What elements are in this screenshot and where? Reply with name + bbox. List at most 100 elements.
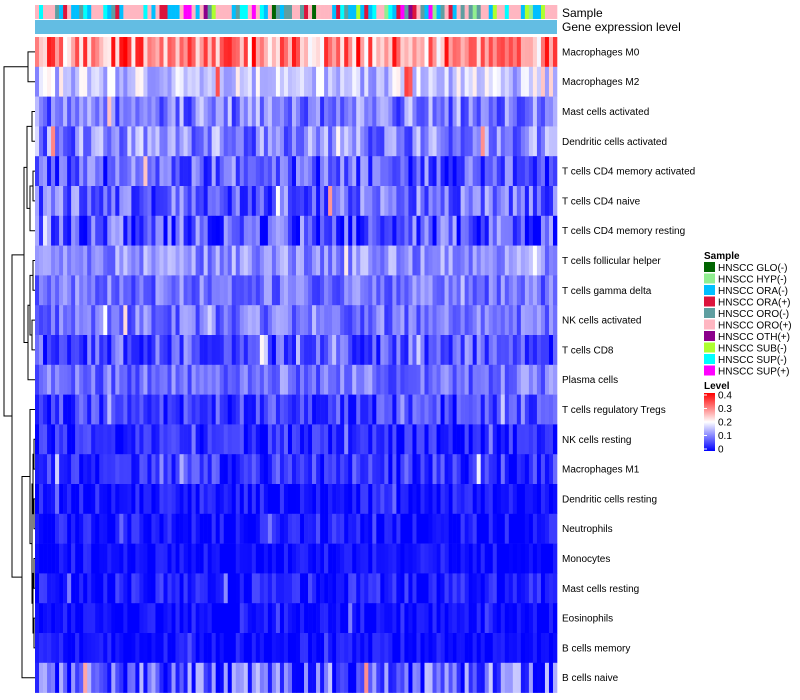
heatmap-cell xyxy=(388,305,393,336)
heatmap-cell xyxy=(432,215,437,246)
heatmap-cell xyxy=(512,633,518,664)
heatmap-cell xyxy=(432,37,437,68)
heatmap-cell xyxy=(496,603,502,634)
heatmap-cell xyxy=(215,454,221,485)
sample-annotation-cell xyxy=(464,5,469,19)
heatmap-cell xyxy=(456,305,461,336)
heatmap-cell xyxy=(332,633,337,664)
heatmap-cell xyxy=(348,186,353,217)
heatmap-cell xyxy=(416,513,421,544)
heatmap-cell xyxy=(39,335,44,366)
heatmap-cell xyxy=(239,454,245,485)
heatmap-cell xyxy=(348,335,353,366)
heatmap-cell xyxy=(235,454,241,485)
heatmap-cell xyxy=(159,484,164,515)
heatmap-cell xyxy=(376,543,381,574)
heatmap-cell xyxy=(147,603,152,634)
heatmap-cell xyxy=(159,394,164,425)
heatmap-cell xyxy=(296,424,301,455)
heatmap-cell xyxy=(432,424,437,455)
heatmap-cell xyxy=(316,96,321,127)
heatmap-cell xyxy=(119,215,124,246)
heatmap-cell xyxy=(460,335,465,366)
heatmap-cell xyxy=(364,662,369,693)
heatmap-cell xyxy=(476,156,482,187)
heatmap-cell xyxy=(476,603,482,634)
heatmap-cell xyxy=(352,364,357,395)
heatmap-cell xyxy=(472,394,477,425)
heatmap-cell xyxy=(131,513,136,544)
heatmap-cell xyxy=(380,454,385,485)
heatmap-cell xyxy=(275,156,281,187)
heatmap-cell xyxy=(207,275,212,306)
heatmap-cell xyxy=(472,305,477,336)
heatmap-cell xyxy=(364,156,369,187)
row-label: Mast cells activated xyxy=(562,107,649,118)
heatmap-cell xyxy=(308,275,313,306)
heatmap-cell xyxy=(143,305,148,336)
heatmap-cell xyxy=(267,335,273,366)
heatmap-cell xyxy=(332,96,337,127)
heatmap-cell xyxy=(71,37,76,68)
heatmap-cell xyxy=(472,454,477,485)
heatmap-cell xyxy=(99,603,104,634)
heatmap-cell xyxy=(163,662,168,693)
heatmap-cell xyxy=(251,424,257,455)
heatmap-cell xyxy=(207,513,212,544)
heatmap-cell xyxy=(191,275,196,306)
heatmap-cell xyxy=(91,245,96,276)
heatmap-cell xyxy=(400,66,405,97)
heatmap-cell xyxy=(552,633,558,664)
heatmap-cell xyxy=(259,37,265,68)
heatmap-cell xyxy=(408,66,413,97)
sample-annotation-cell xyxy=(107,5,112,19)
heatmap-cell xyxy=(63,156,68,187)
heatmap-cell xyxy=(211,96,216,127)
heatmap-cell xyxy=(103,96,108,127)
heatmap-cell xyxy=(111,662,116,693)
heatmap-cell xyxy=(508,126,514,157)
heatmap-cell xyxy=(199,186,204,217)
heatmap-cell xyxy=(171,215,176,246)
sample-annotation-cell xyxy=(247,5,253,19)
heatmap-cell xyxy=(43,96,48,127)
heatmap-cell xyxy=(524,484,530,515)
heatmap-cell xyxy=(151,662,156,693)
heatmap-cell xyxy=(271,156,277,187)
heatmap-cell xyxy=(372,573,377,604)
heatmap-cell xyxy=(388,126,393,157)
heatmap-cell xyxy=(520,424,526,455)
heatmap-cell xyxy=(516,454,522,485)
heatmap-cell xyxy=(344,66,349,97)
heatmap-cell xyxy=(312,37,317,68)
heatmap-cell xyxy=(71,126,76,157)
heatmap-cell xyxy=(464,66,469,97)
heatmap-cell xyxy=(308,484,313,515)
heatmap-cell xyxy=(279,633,285,664)
heatmap-cell xyxy=(251,186,257,217)
heatmap-cell xyxy=(187,335,192,366)
heatmap-cell xyxy=(520,603,526,634)
sample-annotation-cell xyxy=(448,5,453,19)
heatmap-cell xyxy=(448,454,453,485)
heatmap-cell xyxy=(348,66,353,97)
heatmap-cell xyxy=(532,66,538,97)
heatmap-cell xyxy=(199,245,204,276)
heatmap-cell xyxy=(324,543,329,574)
heatmap-cell xyxy=(424,484,429,515)
heatmap-cell xyxy=(388,573,393,604)
heatmap-cell xyxy=(251,484,257,515)
heatmap-cell xyxy=(468,156,473,187)
heatmap-cell xyxy=(344,215,349,246)
heatmap-cell xyxy=(448,96,453,127)
heatmap-cell xyxy=(344,484,349,515)
heatmap-cell xyxy=(127,662,132,693)
heatmap-cell xyxy=(468,275,473,306)
heatmap-cell xyxy=(512,454,518,485)
heatmap-cell xyxy=(51,633,56,664)
heatmap-cell xyxy=(484,454,490,485)
heatmap-cell xyxy=(420,245,425,276)
heatmap-cell xyxy=(532,126,538,157)
heatmap-cell xyxy=(247,513,253,544)
heatmap-cell xyxy=(352,662,357,693)
